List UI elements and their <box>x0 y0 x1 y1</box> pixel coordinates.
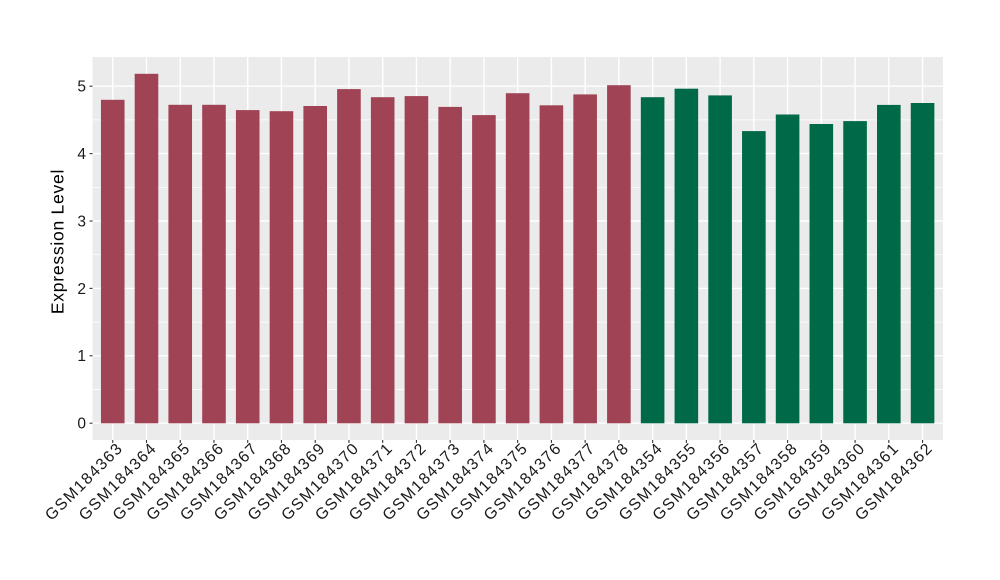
svg-text:Expression Level: Expression Level <box>48 169 68 314</box>
svg-text:5: 5 <box>77 79 86 96</box>
svg-text:0: 0 <box>77 416 86 433</box>
svg-text:1: 1 <box>77 348 86 365</box>
svg-text:4: 4 <box>77 146 86 163</box>
svg-text:3: 3 <box>77 213 86 230</box>
svg-text:2: 2 <box>77 281 86 298</box>
